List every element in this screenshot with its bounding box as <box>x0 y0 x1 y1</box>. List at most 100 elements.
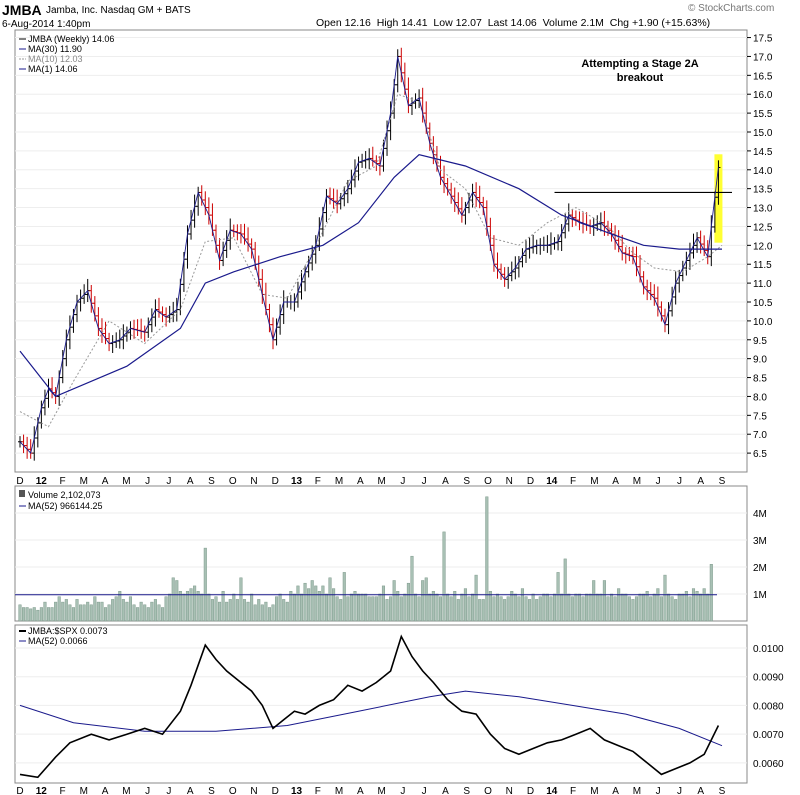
chg-label: Chg <box>609 17 630 29</box>
volume-bar <box>114 596 118 622</box>
volume-bar <box>360 593 364 622</box>
volume-bar <box>79 604 83 622</box>
volume-bar <box>634 596 639 622</box>
volume-bar <box>339 599 343 622</box>
volume-bar <box>695 591 699 622</box>
price-month-label: J <box>656 476 661 487</box>
volume-bar <box>86 601 90 622</box>
volume-bar <box>627 596 631 622</box>
price-tick-label: 15.5 <box>753 109 773 120</box>
ratio-panel <box>14 624 748 784</box>
volume-value: 2.1M <box>580 17 604 29</box>
volume-bar <box>139 601 143 622</box>
volume-bar <box>691 588 696 622</box>
ratio-month-label: A <box>102 786 109 795</box>
volume-bar <box>296 585 300 622</box>
ratio-month-label: M <box>80 786 88 795</box>
price-month-label: F <box>59 476 65 487</box>
volume-bar <box>82 604 86 622</box>
price-tick-label: 13.0 <box>753 204 773 215</box>
price-month-label: A <box>102 476 109 487</box>
volume-bar <box>54 601 58 622</box>
volume-bar <box>471 593 475 622</box>
ratio-tick-label: 0.0070 <box>753 730 784 741</box>
ratio-month-label: F <box>59 786 65 795</box>
volume-bar <box>328 577 332 622</box>
ratio-month-label: N <box>506 786 513 795</box>
price-month-label: A <box>612 476 619 487</box>
volume-bar <box>143 604 147 622</box>
watermark: © StockCharts.com <box>688 3 775 14</box>
price-tick-label: 16.5 <box>753 71 773 82</box>
volume-bar <box>510 591 514 622</box>
volume-bar <box>185 591 190 622</box>
ratio-month-label: 12 <box>36 786 48 795</box>
volume-bar <box>503 599 507 622</box>
volume-bar <box>271 604 275 622</box>
price-tick-label: 17.0 <box>753 52 773 63</box>
price-tick-label: 16.0 <box>753 90 773 101</box>
price-month-label: A <box>187 476 194 487</box>
volume-bar <box>218 601 222 622</box>
price-month-label: J <box>145 476 150 487</box>
volume-legend-label: Volume 2,102,073 <box>28 490 101 500</box>
annotation-line2: breakout <box>617 72 664 84</box>
volume-bar <box>64 599 68 622</box>
last-value: 14.06 <box>510 17 537 29</box>
volume-bar <box>667 593 671 622</box>
ratio-month-label: D <box>272 786 279 795</box>
volume-bar <box>488 591 492 622</box>
volume-bar <box>563 558 567 622</box>
volume-bar <box>349 593 353 622</box>
volume-bar <box>136 607 140 622</box>
volume-bar <box>649 596 653 622</box>
price-tick-label: 14.5 <box>753 147 773 158</box>
price-month-label: M <box>590 476 598 487</box>
price-tick-label: 13.5 <box>753 185 773 196</box>
volume-bar <box>595 593 599 622</box>
volume-bar <box>332 588 336 622</box>
volume-bar <box>267 607 271 622</box>
ratio-month-label: J <box>677 786 682 795</box>
ratio-month-label: M <box>335 786 343 795</box>
volume-bar <box>321 585 325 622</box>
price-tick-label: 9.5 <box>753 336 767 347</box>
volume-bar <box>118 591 122 622</box>
company-name: Jamba, Inc. Nasdaq GM + BATS <box>46 5 191 16</box>
open-label: Open <box>316 17 342 29</box>
volume-bar <box>239 577 243 622</box>
price-tick-label: 8.5 <box>753 374 767 385</box>
volume-bar <box>235 599 239 622</box>
volume-bar <box>189 588 193 622</box>
ratio-month-label: O <box>484 786 492 795</box>
volume-bar <box>378 593 382 622</box>
volume-bar <box>210 599 214 622</box>
chart-date: 6-Aug-2014 1:40pm <box>2 19 91 30</box>
volume-bar <box>36 609 40 622</box>
volume-bar <box>574 593 578 622</box>
volume-bar <box>613 596 617 622</box>
price-month-label: M <box>335 476 343 487</box>
ticker-symbol: JMBA <box>2 2 42 18</box>
ratio-month-label: A <box>612 786 619 795</box>
price-tick-label: 7.0 <box>753 430 767 441</box>
volume-bar <box>164 596 168 622</box>
volume-bar <box>171 577 175 622</box>
volume-bar <box>93 596 97 622</box>
price-month-label: M <box>377 476 385 487</box>
volume-bar <box>46 607 51 622</box>
ratio-month-label: M <box>377 786 385 795</box>
volume-bar <box>32 607 36 622</box>
volume-bar <box>538 596 542 622</box>
volume-bar <box>463 588 467 622</box>
volume-bar <box>246 601 250 622</box>
volume-label: Volume <box>542 17 578 29</box>
price-month-label: D <box>16 476 23 487</box>
volume-bar <box>417 596 421 622</box>
exchange-label: Nasdaq GM + BATS <box>100 5 191 16</box>
ratio-month-label: O <box>229 786 237 795</box>
ratio-tick-label: 0.0100 <box>753 644 784 655</box>
volume-bar <box>478 599 482 622</box>
volume-bar <box>371 596 375 622</box>
